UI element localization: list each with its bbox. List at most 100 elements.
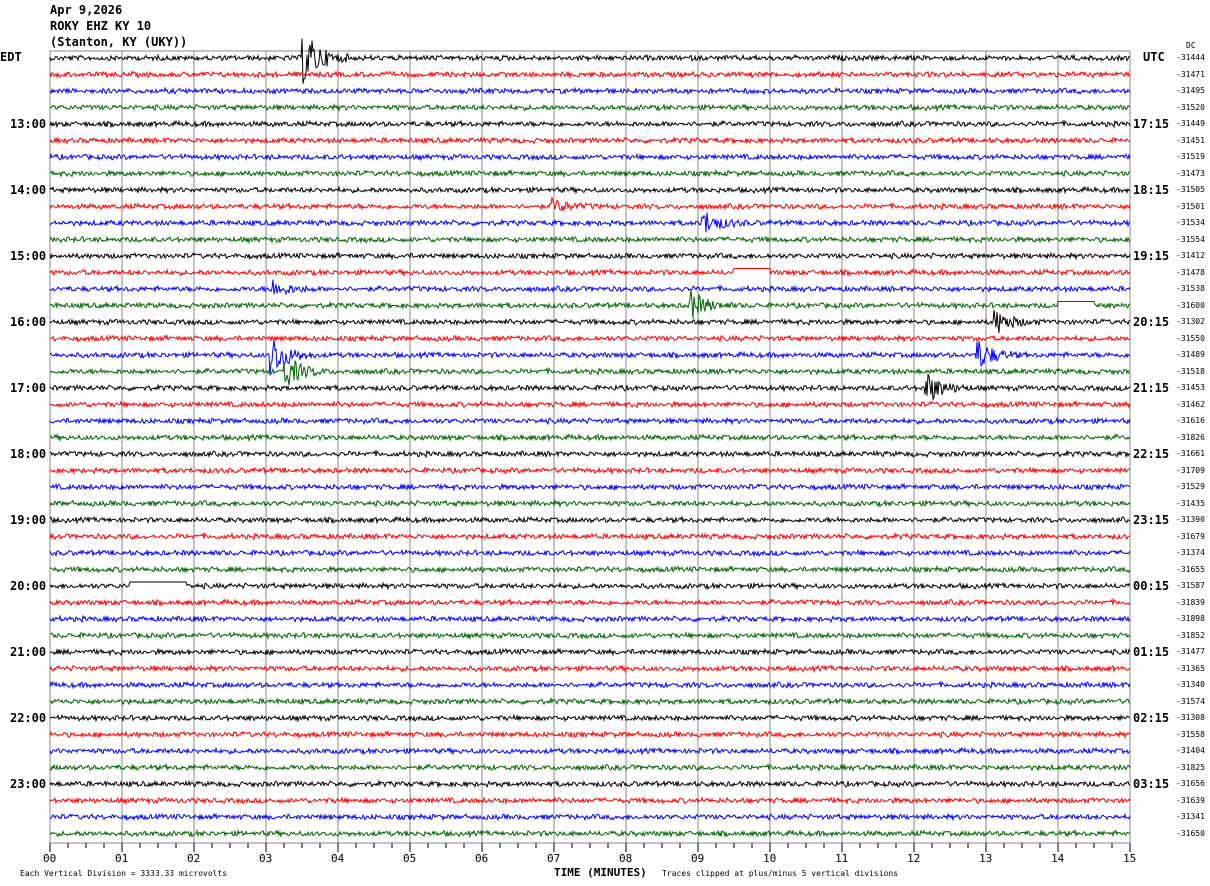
station-label: ROKY EHZ KY 10 <box>50 19 152 33</box>
left-hour-label: 15:00 <box>10 249 47 263</box>
x-tick-label: 13 <box>979 852 993 865</box>
dc-offset-label: -31534 <box>1176 218 1205 227</box>
trace-line <box>49 531 1130 541</box>
trace-line <box>49 119 1131 129</box>
trace-line <box>49 399 1131 410</box>
right-hour-label: 23:15 <box>1133 513 1170 527</box>
trace-line <box>49 152 1131 162</box>
trace-line <box>49 86 1131 96</box>
dc-offset-label: -31520 <box>1176 102 1205 112</box>
trace-line <box>49 102 1131 113</box>
trace-line <box>49 38 1131 84</box>
dc-offset-label: -31444 <box>1176 53 1205 62</box>
dc-label: DC <box>1186 41 1196 50</box>
left-hour-label: 20:00 <box>10 579 47 593</box>
dc-offset-label: -31374 <box>1176 548 1205 557</box>
dc-offset-label: -31825 <box>1176 762 1205 772</box>
dc-offset-label: -31451 <box>1176 135 1205 145</box>
x-axis-label: TIME (MINUTES) <box>554 866 647 879</box>
dc-offset-label: -31554 <box>1176 234 1205 244</box>
dc-offset-label: -31679 <box>1176 531 1205 541</box>
dc-offset-label: -31550 <box>1176 333 1205 343</box>
dc-offset-label: -31656 <box>1176 779 1205 788</box>
dc-offset-label: -31600 <box>1176 300 1205 310</box>
trace-line <box>49 746 1131 756</box>
x-tick-label: 15 <box>1123 852 1137 865</box>
x-tick-label: 06 <box>475 852 489 865</box>
x-tick-label: 05 <box>403 852 417 865</box>
trace-line <box>49 251 1131 261</box>
left-hour-label: 21:00 <box>10 645 47 659</box>
trace-line <box>49 696 1131 706</box>
trace-line <box>49 498 1131 509</box>
dc-offset-label: -31308 <box>1176 713 1205 722</box>
trace-line <box>49 581 1131 591</box>
right-hour-label: 02:15 <box>1133 711 1170 725</box>
right-hour-label: 17:15 <box>1133 117 1170 131</box>
dc-offset-label: -31839 <box>1176 597 1205 607</box>
x-tick-label: 01 <box>115 852 129 865</box>
dc-offset-label: -31639 <box>1176 795 1205 805</box>
left-hour-label: 14:00 <box>10 183 47 197</box>
dc-offset-label: -31616 <box>1176 416 1205 425</box>
trace-line <box>49 515 1131 525</box>
left-hour-label: 18:00 <box>10 447 47 461</box>
trace-line <box>49 796 1131 806</box>
trace-line <box>49 289 1131 319</box>
right-hour-label: 19:15 <box>1133 249 1170 263</box>
dc-offset-label: -31501 <box>1176 201 1205 211</box>
x-tick-label: 02 <box>187 852 201 865</box>
dc-offset-label: -31478 <box>1176 267 1205 277</box>
dc-offset-label: -31587 <box>1176 581 1205 590</box>
trace-line <box>49 432 1131 443</box>
dc-offset-label: -31477 <box>1176 647 1205 656</box>
left-hour-label: 17:00 <box>10 381 47 395</box>
right-hour-label: 01:15 <box>1133 645 1170 659</box>
right-hour-label: 18:15 <box>1133 183 1170 197</box>
right-hour-label: 00:15 <box>1133 579 1170 593</box>
trace-line <box>49 663 1131 674</box>
trace-line <box>49 235 1131 245</box>
x-tick-label: 07 <box>547 852 561 865</box>
x-tick-label: 12 <box>907 852 921 865</box>
trace-line <box>49 333 1131 344</box>
trace-line <box>49 309 1131 334</box>
dc-offset-label: -31495 <box>1176 86 1205 95</box>
dc-offset-label: -31898 <box>1176 614 1205 623</box>
trace-line <box>49 614 1131 624</box>
left-hour-label: 13:00 <box>10 117 47 131</box>
left-hour-label: 16:00 <box>10 315 47 329</box>
dc-offset-label: -31529 <box>1176 482 1205 491</box>
dc-offset-label: -31709 <box>1176 465 1205 475</box>
left-hour-label: 19:00 <box>10 513 47 527</box>
location-label: (Stanton, KY (UKY)) <box>50 35 188 49</box>
dc-offset-label: -31655 <box>1176 564 1205 574</box>
dc-offset-label: -31453 <box>1176 383 1205 392</box>
dc-offset-label: -31341 <box>1176 812 1205 821</box>
date-label: Apr 9,2026 <box>50 3 123 17</box>
trace-line <box>49 69 1131 79</box>
trace-line <box>49 680 1131 690</box>
trace-line <box>49 647 1131 657</box>
dc-offset-label: -31435 <box>1176 498 1205 508</box>
trace-line <box>49 135 1131 145</box>
x-tick-label: 04 <box>331 852 345 865</box>
dc-offset-label: -31365 <box>1176 663 1205 673</box>
x-tick-label: 11 <box>835 852 849 865</box>
x-tick-label: 08 <box>619 852 633 865</box>
right-hour-label: 20:15 <box>1133 315 1170 329</box>
dc-offset-label: -31462 <box>1176 399 1205 409</box>
trace-line <box>49 373 1131 402</box>
right-hour-label: 21:15 <box>1133 381 1170 395</box>
dc-offset-label: -31471 <box>1176 69 1205 79</box>
dc-offset-label: -31558 <box>1176 729 1205 739</box>
dc-offset-label: -31340 <box>1176 680 1205 689</box>
dc-offset-label: -31519 <box>1176 152 1205 161</box>
dc-offset-label: -31449 <box>1176 119 1205 128</box>
trace-line <box>49 466 1131 476</box>
trace-line <box>49 185 1131 195</box>
trace-line <box>49 416 1131 426</box>
trace-line <box>49 631 1131 641</box>
